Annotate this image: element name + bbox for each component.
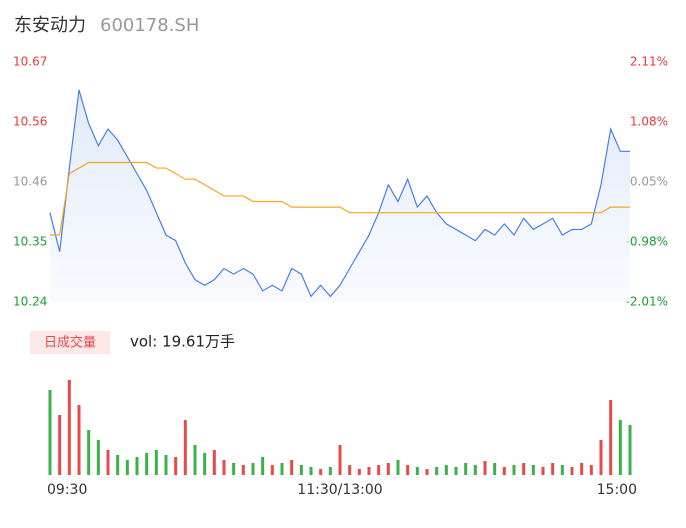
volume-bar bbox=[299, 465, 303, 475]
volume-bar bbox=[483, 461, 487, 475]
volume-bar bbox=[106, 450, 110, 475]
volume-bar bbox=[280, 463, 284, 475]
volume-bar bbox=[435, 467, 439, 475]
volume-bar bbox=[67, 380, 71, 475]
volume-bar bbox=[319, 469, 323, 475]
volume-bar bbox=[164, 455, 168, 475]
y2-tick-label: 1.08% bbox=[630, 115, 668, 129]
volume-bar bbox=[367, 467, 371, 475]
volume-bar bbox=[338, 445, 342, 475]
volume-bar bbox=[609, 400, 613, 475]
volume-bar bbox=[222, 460, 226, 475]
average-line bbox=[50, 161, 630, 236]
volume-bar bbox=[135, 457, 139, 475]
volume-bar bbox=[328, 467, 332, 475]
volume-bar bbox=[203, 453, 207, 475]
price-line bbox=[49, 89, 630, 298]
volume-badge bbox=[30, 331, 110, 354]
y2-tick-label: 0.05% bbox=[630, 175, 668, 189]
volume-bar bbox=[357, 469, 361, 475]
volume-bar bbox=[77, 405, 81, 475]
volume-bar bbox=[580, 463, 584, 475]
x-tick-label: 11:30/13:00 bbox=[297, 482, 382, 498]
volume-bar bbox=[116, 455, 120, 475]
volume-bar bbox=[628, 425, 632, 475]
volume-bar bbox=[212, 450, 216, 475]
volume-title: 日成交量 bbox=[44, 335, 96, 351]
volume-bar bbox=[87, 430, 91, 475]
volume-bar bbox=[541, 467, 545, 475]
volume-bar bbox=[48, 390, 52, 475]
volume-bar bbox=[174, 457, 178, 475]
volume-bar bbox=[386, 463, 390, 475]
volume-bar bbox=[232, 463, 236, 475]
volume-bar bbox=[618, 420, 622, 475]
volume-bar bbox=[193, 445, 197, 475]
volume-bar bbox=[270, 465, 274, 475]
price-area bbox=[50, 89, 630, 302]
volume-bar bbox=[261, 457, 265, 475]
volume-bar bbox=[251, 463, 255, 475]
volume-bar bbox=[493, 463, 497, 475]
x-tick-label: 09:30 bbox=[47, 482, 87, 498]
volume-bar bbox=[589, 465, 593, 475]
x-tick-label: 15:00 bbox=[597, 482, 637, 498]
volume-bar bbox=[454, 467, 458, 475]
volume-bar bbox=[570, 467, 574, 475]
y-tick-label: 10.67 bbox=[13, 55, 47, 69]
volume-bar bbox=[464, 463, 468, 475]
volume-bar bbox=[522, 463, 526, 475]
volume-bar bbox=[473, 465, 477, 475]
volume-bar bbox=[309, 467, 313, 475]
y2-tick-label: 2.11% bbox=[630, 55, 668, 69]
y-tick-label: 10.24 bbox=[13, 295, 47, 309]
volume-bar bbox=[444, 465, 448, 475]
volume-bar bbox=[502, 467, 506, 475]
y2-tick-label: -0.98% bbox=[626, 235, 668, 249]
volume-bar bbox=[377, 465, 381, 475]
y-tick-label: 10.56 bbox=[13, 115, 47, 129]
volume-bar bbox=[290, 460, 294, 475]
volume-bar bbox=[58, 415, 62, 475]
volume-bar bbox=[599, 440, 603, 475]
volume-bar bbox=[145, 453, 149, 475]
volume-bar bbox=[425, 469, 429, 475]
y-tick-label: 10.46 bbox=[13, 175, 47, 189]
volume-bar bbox=[551, 463, 555, 475]
volume-bar bbox=[396, 460, 400, 475]
volume-bar bbox=[125, 460, 129, 475]
volume-bar bbox=[415, 467, 419, 475]
stock-code: 600178.SH bbox=[100, 15, 199, 36]
volume-bar bbox=[512, 465, 516, 475]
volume-bar bbox=[241, 465, 245, 475]
volume-bar bbox=[183, 420, 187, 475]
volume-bar bbox=[560, 465, 564, 475]
y2-tick-label: -2.01% bbox=[626, 295, 668, 309]
y-tick-label: 10.35 bbox=[13, 235, 47, 249]
volume-annotation: vol: 19.61万手 bbox=[130, 333, 235, 351]
volume-bar bbox=[154, 450, 158, 475]
volume-bar bbox=[406, 465, 410, 475]
stock-name: 东安动力 bbox=[14, 15, 86, 36]
volume-bar bbox=[348, 465, 352, 475]
volume-bar bbox=[531, 465, 535, 475]
volume-bar bbox=[96, 440, 100, 475]
